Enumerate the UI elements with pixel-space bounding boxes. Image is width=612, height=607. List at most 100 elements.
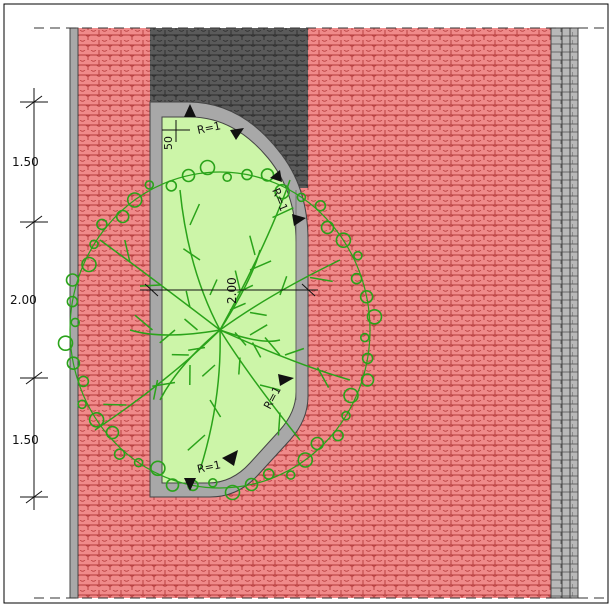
tree-twig: [139, 284, 161, 287]
leaf-cluster: [361, 352, 374, 365]
tree-twig: [159, 329, 176, 344]
leaf-cluster: [165, 478, 180, 492]
tree-branch: [159, 329, 221, 401]
leaf-cluster: [366, 308, 383, 325]
tree-twig: [264, 337, 281, 356]
tree-branch: [199, 329, 221, 471]
dim-label-bottom: 1.50: [12, 433, 39, 447]
leaf-cluster: [144, 180, 155, 190]
tree-twig: [209, 399, 222, 418]
tree-branch: [219, 179, 291, 331]
leaf-cluster: [244, 477, 259, 492]
dim-label-mid: 2.00: [10, 293, 37, 307]
tree-branch: [219, 259, 341, 331]
radius-label-bottom-left: R=1: [196, 458, 222, 476]
tree-twig: [249, 260, 272, 271]
leaf-cluster: [296, 192, 307, 203]
offset-label: 50: [162, 136, 175, 150]
tree-canopy: [57, 159, 383, 501]
leaf-cluster: [241, 168, 253, 181]
leaf-cluster: [314, 200, 327, 212]
tree-twig: [259, 384, 280, 391]
leaf-cluster: [359, 289, 374, 304]
leaf-cluster: [262, 468, 275, 480]
leaf-cluster: [360, 373, 375, 387]
tree-twig: [251, 342, 262, 358]
leaf-cluster: [115, 209, 130, 224]
leaf-cluster: [222, 172, 232, 182]
leaf-cluster: [343, 387, 359, 404]
dim-label-top: 1.50: [12, 155, 39, 169]
leaf-cluster: [77, 375, 90, 388]
leaf-cluster: [181, 168, 196, 183]
tree-twig: [238, 357, 241, 375]
tree-twig: [184, 318, 198, 331]
leaf-cluster: [105, 425, 120, 440]
leaf-cluster: [297, 452, 314, 468]
tree-twig: [134, 314, 153, 331]
leaf-cluster: [353, 250, 363, 261]
leaf-cluster: [66, 356, 81, 371]
tree-branch: [94, 329, 221, 431]
tree-twig: [103, 403, 127, 406]
tree-twig: [229, 302, 246, 311]
leaf-cluster: [81, 256, 97, 273]
leaf-cluster: [113, 448, 126, 461]
leaf-cluster: [320, 220, 335, 235]
tree-twig: [277, 412, 281, 436]
leaf-cluster: [165, 180, 178, 192]
tree-branch: [219, 249, 261, 331]
tree-twig: [316, 367, 330, 388]
leaf-cluster: [359, 332, 370, 343]
leaf-cluster: [199, 159, 216, 176]
tree-twig: [182, 248, 201, 261]
tree-twig: [309, 276, 333, 283]
tree-twig: [185, 290, 191, 308]
leaf-cluster: [57, 335, 74, 352]
leaf-cluster: [126, 192, 143, 208]
dimension-lines: [20, 88, 318, 510]
tree-twig: [189, 203, 201, 226]
tree-branch: [219, 329, 301, 441]
radius-label-top-left: R=1: [196, 119, 222, 137]
tree-twig: [187, 434, 206, 451]
right-gutter: [550, 27, 579, 599]
leaf-cluster: [96, 218, 108, 231]
tree-twig: [284, 347, 305, 356]
leaf-cluster: [150, 460, 166, 477]
leaf-cluster: [77, 399, 87, 410]
tree-twig: [188, 346, 206, 351]
tree-twig: [234, 332, 247, 346]
tree-twig: [209, 279, 218, 296]
tree-branch: [179, 189, 221, 331]
leaf-cluster: [310, 436, 325, 451]
leaf-cluster: [89, 239, 99, 250]
leaf-cluster: [208, 477, 218, 488]
tree-twig: [272, 207, 294, 219]
radius-arrows: [184, 104, 306, 491]
tree-twig: [249, 324, 268, 336]
tree-twig: [249, 235, 256, 256]
tree-twig: [237, 284, 254, 294]
tree-branch: [219, 329, 351, 381]
leaf-cluster: [88, 411, 105, 428]
tree-twig: [249, 311, 267, 317]
tree-branch: [219, 329, 281, 342]
leaf-cluster: [335, 232, 352, 248]
leaf-cluster: [260, 168, 275, 182]
leaf-cluster: [66, 295, 79, 308]
tree-twig: [279, 275, 288, 296]
tree-twig: [152, 379, 159, 400]
leaf-cluster: [332, 429, 344, 442]
inner-width-label: 2.00: [225, 277, 239, 304]
leaf-cluster: [341, 410, 351, 421]
leaf-cluster: [285, 470, 296, 480]
leaf-cluster: [70, 317, 80, 328]
leaf-cluster: [65, 273, 80, 287]
leaf-cluster: [274, 183, 290, 200]
leaf-cluster: [224, 484, 241, 501]
tree-twig: [234, 270, 241, 291]
tree-branch: [99, 239, 221, 331]
leaf-cluster: [133, 457, 144, 468]
